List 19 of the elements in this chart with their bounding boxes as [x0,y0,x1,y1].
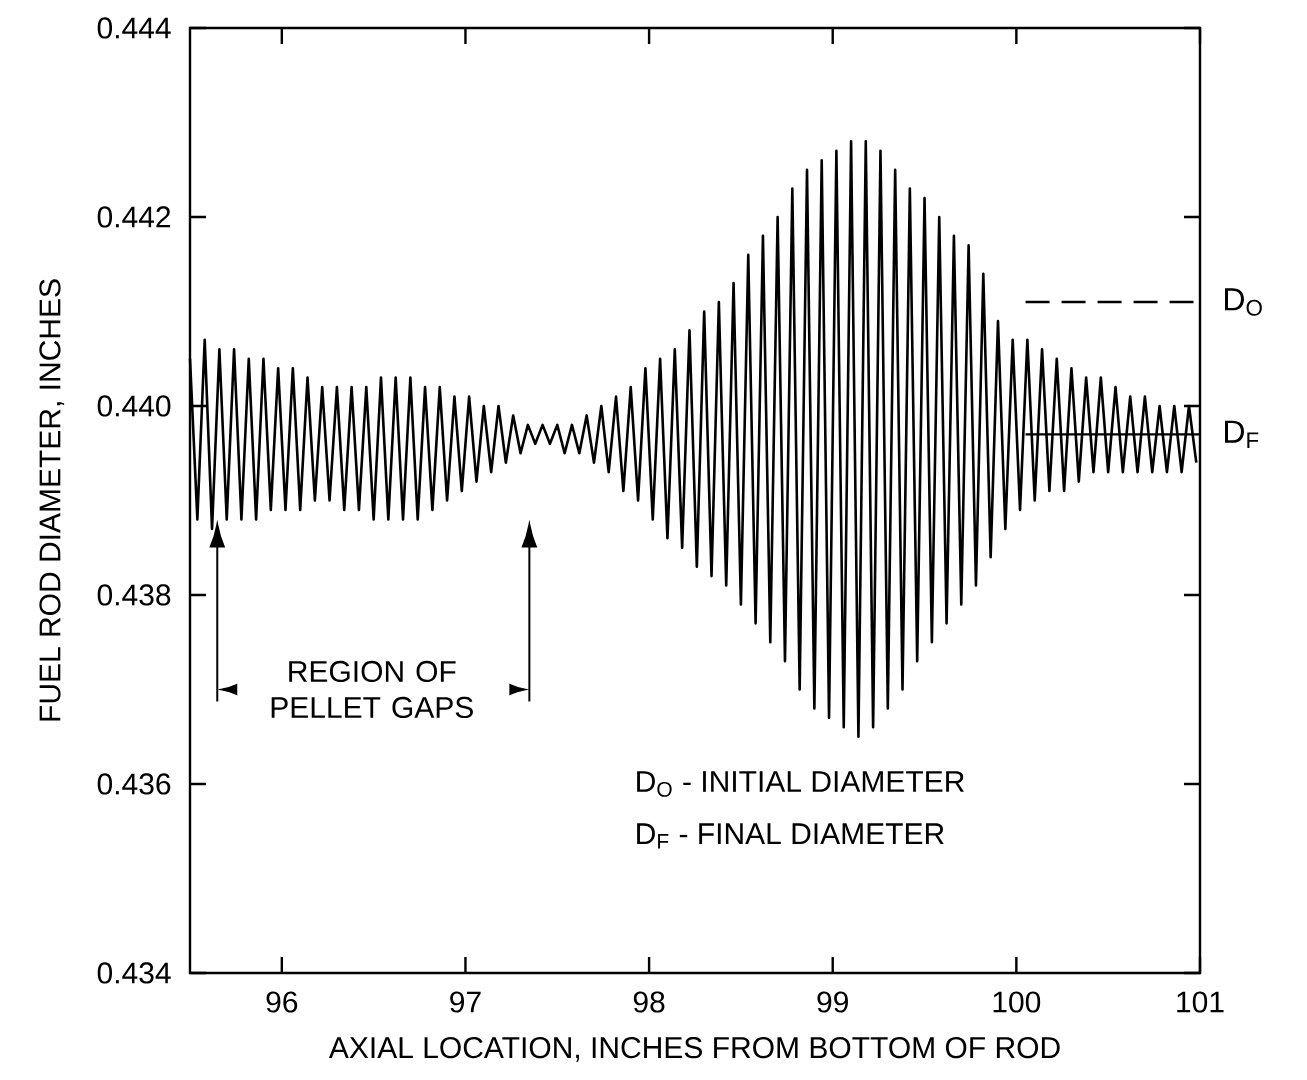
annotation: D$_{F}$ - FINAL DIAMETER [637,823,944,849]
annotation: D$_{O}$ - INITIAL DIAMETER [637,771,964,797]
x-tick-label: 100 [993,991,1041,1013]
y-axis-title: FUEL ROD DIAMETER, INCHES [39,279,65,721]
y-tick-label: 0.444 [97,17,171,39]
series-label: D$_{O}$ [1225,288,1262,316]
x-tick-label: 101 [1177,991,1224,1013]
y-tick-label: 0.442 [97,206,171,228]
annotation: REGION OF PELLET GAPS [271,660,473,719]
x-axis-title: AXIAL LOCATION, INCHES FROM BOTTOM OF ROD [328,1037,1060,1062]
x-tick-label: 96 [266,991,298,1013]
y-tick-label: 0.436 [97,773,171,795]
x-tick-label: 99 [817,991,848,1013]
x-tick-label: 97 [450,991,481,1013]
series-label: D$_{F}$ [1225,420,1259,448]
x-tick-label: 98 [633,991,665,1013]
y-tick-label: 0.440 [97,395,171,417]
y-tick-label: 0.434 [97,962,171,984]
y-tick-label: 0.438 [97,584,171,606]
